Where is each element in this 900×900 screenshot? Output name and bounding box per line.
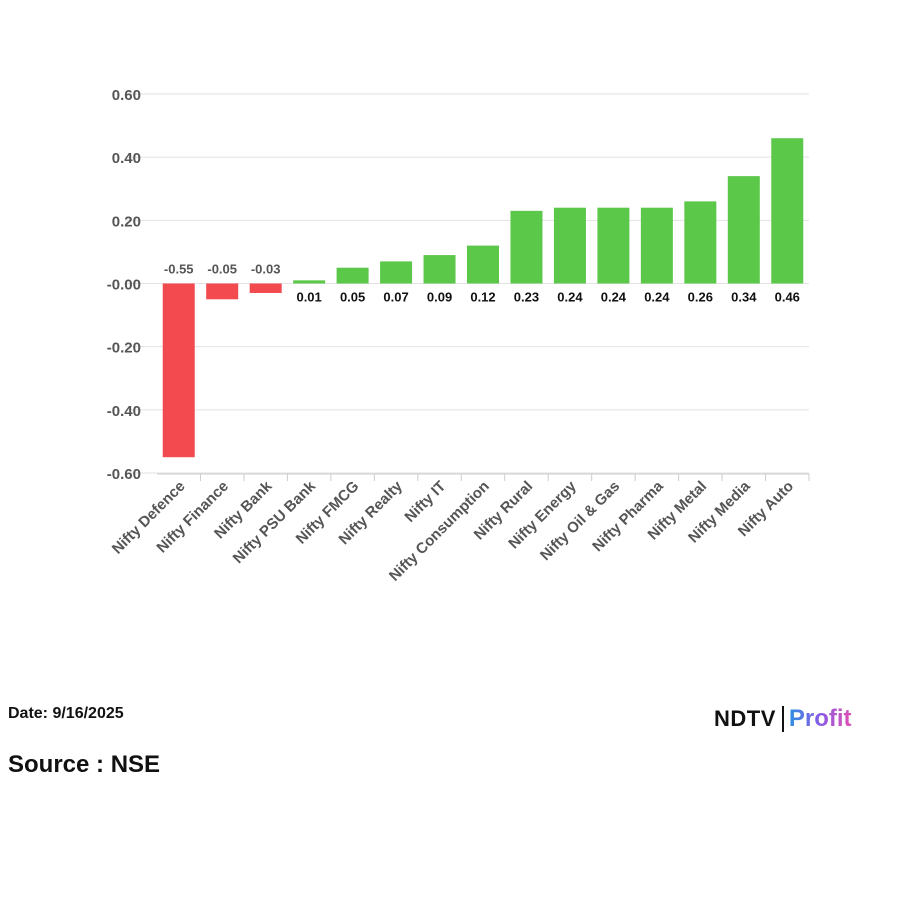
data-label: 0.24 (557, 290, 583, 305)
data-label: 0.05 (340, 290, 365, 305)
data-label: -0.03 (251, 262, 281, 277)
bar-nifty-media (727, 176, 760, 284)
brand-separator (781, 706, 784, 732)
y-tick-label: -0.60 (107, 466, 141, 483)
y-tick-label: -0.20 (107, 340, 141, 357)
bar-nifty-it (423, 255, 456, 284)
data-label: 0.12 (470, 290, 495, 305)
y-tick-label: 0.60 (112, 87, 141, 104)
data-label: 0.01 (296, 290, 321, 305)
y-tick-label: -0.00 (107, 277, 141, 294)
bar-nifty-oil-gas (597, 207, 630, 284)
footer-date: Date: 9/16/2025 (8, 705, 124, 722)
bar-nifty-psu-bank (293, 280, 326, 284)
bar-nifty-realty (380, 261, 413, 284)
footer-source: Source : NSE (8, 751, 161, 778)
bar-nifty-consumption (467, 245, 499, 284)
y-axis-ticks: 0.60 0.40 0.20 -0.00 -0.20 -0.40 -0.60 (107, 87, 141, 483)
data-label: 0.46 (775, 290, 800, 305)
grid-lines (125, 93, 809, 475)
x-tick-label: Nifty Defence (109, 478, 189, 558)
data-label: 0.26 (688, 290, 713, 305)
data-label: 0.09 (427, 290, 452, 305)
data-label: 0.24 (644, 290, 670, 305)
bar-nifty-metal (684, 201, 717, 284)
data-label: -0.05 (207, 262, 237, 277)
data-label: 0.07 (383, 290, 408, 305)
y-tick-label: 0.20 (112, 213, 141, 230)
brand-logo: NDTV Profit (714, 703, 852, 735)
y-tick-label: 0.40 (112, 150, 141, 167)
bar-nifty-fmcg (336, 267, 369, 284)
bar-chart: 0.600.400.20-0.00-0.20-0.40-0.60 -0.55 -0… (107, 87, 810, 585)
bar-nifty-rural (510, 210, 543, 284)
bar-nifty-defence (162, 283, 195, 458)
data-labels: -0.55 -0.05 -0.03 0.01 0.05 0.07 0.09 0.12 0.23 0… (164, 262, 800, 305)
bar-nifty-bank (249, 283, 282, 293)
bar-nifty-pharma (640, 207, 673, 284)
bars (162, 138, 804, 458)
data-label: 0.23 (514, 290, 539, 305)
bar-nifty-auto (771, 138, 804, 284)
data-label: 0.34 (731, 290, 757, 305)
brand-profit: Profit (788, 705, 852, 732)
bar-nifty-energy (553, 207, 586, 284)
data-label: 0.24 (601, 290, 627, 305)
brand-ndtv: NDTV (714, 706, 776, 731)
bar-nifty-finance (206, 283, 239, 300)
data-label: -0.55 (164, 262, 194, 277)
y-tick-label: -0.40 (107, 403, 141, 420)
